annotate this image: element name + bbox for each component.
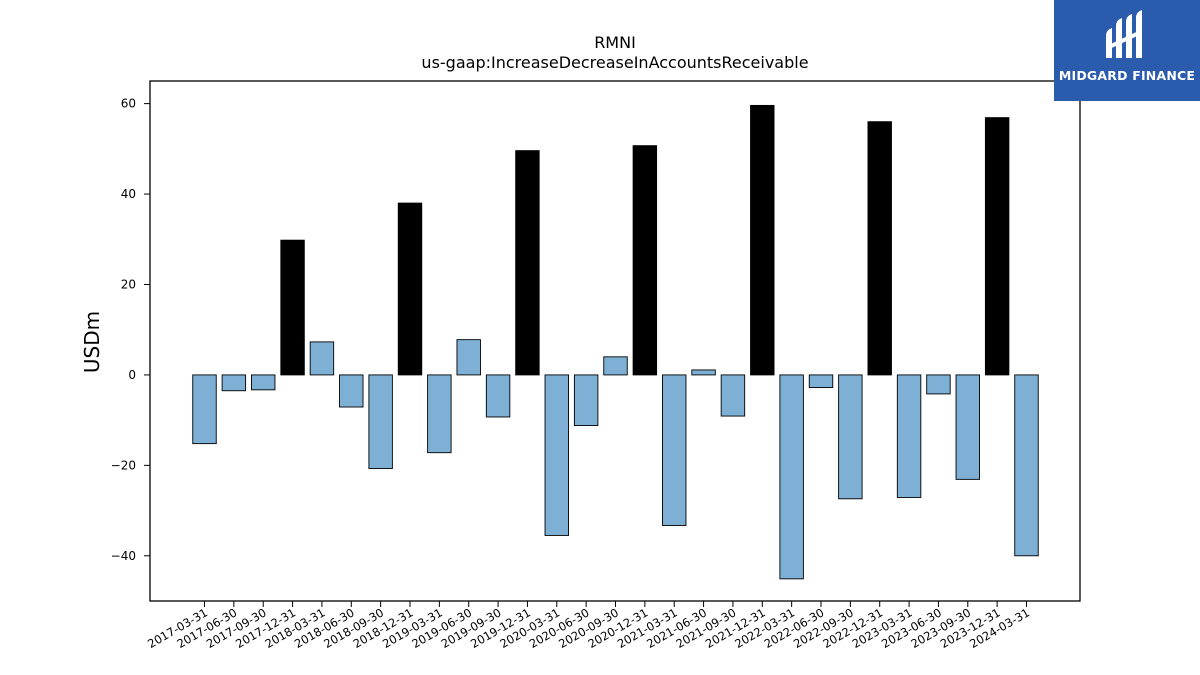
midgard-finance-logo: MIDGARD FINANCE [1054, 0, 1200, 101]
bar-2021-06-30 [691, 369, 716, 376]
bar-2018-12-31 [397, 202, 423, 376]
logo-text: MIDGARD FINANCE [1058, 68, 1196, 83]
bar-2022-03-31 [779, 374, 804, 580]
y-axis-ticks: 60 40 20 0 −20 −40 [111, 97, 150, 563]
plot-frame [149, 80, 1081, 602]
chart-title: RMNI [594, 33, 636, 52]
bar-2019-09-30 [485, 374, 511, 418]
bar-2018-06-30 [339, 374, 364, 408]
bar-2018-09-30 [368, 374, 393, 469]
y-tick-label: 60 [121, 97, 136, 111]
bar-2021-12-31 [750, 104, 775, 376]
bar-2017-12-31 [280, 239, 305, 376]
bar-2022-06-30 [808, 374, 834, 389]
bar-2023-06-30 [926, 374, 951, 395]
bar-2020-06-30 [573, 374, 599, 427]
y-tick-label: −20 [111, 458, 136, 472]
bar-2019-12-31 [515, 150, 540, 376]
bars-group [192, 104, 1039, 580]
bar-2017-03-31 [192, 374, 217, 445]
bar-2017-09-30 [251, 374, 276, 391]
bar-2023-03-31 [896, 374, 922, 498]
y-tick-label: −40 [111, 549, 136, 563]
bar-2020-09-30 [603, 356, 628, 376]
bar-2021-09-30 [720, 374, 746, 417]
x-axis-ticks: 2017-03-312017-06-302017-09-302017-12-31… [145, 601, 1032, 651]
bar-2021-03-31 [662, 374, 687, 526]
bar-2020-03-31 [544, 374, 569, 536]
y-tick-label: 40 [121, 187, 136, 201]
bar-2020-12-31 [632, 145, 658, 376]
bar-2022-09-30 [838, 374, 863, 500]
chart-subtitle: us-gaap:IncreaseDecreaseInAccountsReceiv… [421, 53, 808, 72]
y-axis-label: USDm [80, 311, 104, 373]
bar-2023-09-30 [955, 374, 980, 480]
bar-2018-03-31 [309, 341, 335, 376]
midgard-logo-icon [1106, 10, 1142, 58]
bar-2019-06-30 [456, 339, 481, 376]
bar-2023-12-31 [984, 117, 1010, 376]
bar-2019-03-31 [427, 374, 452, 454]
y-tick-label: 20 [121, 277, 136, 291]
bar-2017-06-30 [221, 374, 247, 392]
y-tick-label: 0 [128, 368, 136, 382]
bar-2022-12-31 [867, 121, 892, 376]
bar-2024-03-31 [1014, 374, 1039, 557]
